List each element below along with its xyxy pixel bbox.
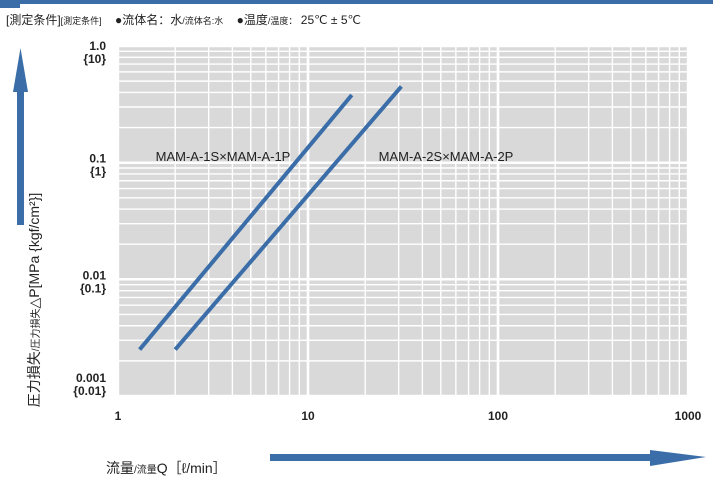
top-rule-tab	[0, 0, 20, 8]
y-tick-label: 0.01	[83, 268, 107, 282]
series-label-1: MAM-A-1S×MAM-A-1P	[156, 149, 291, 164]
fluid-value: 水	[170, 13, 183, 27]
x-tick-label: 100	[488, 409, 508, 423]
y-axis-main: 圧力損失	[26, 351, 42, 408]
x-axis-label: 流量/流量Q［ℓ/min］	[106, 458, 227, 478]
x-axis-sub: /流量	[134, 465, 157, 476]
y-tick-label: 1.0	[89, 39, 106, 53]
y-tick-sublabel: {1}	[90, 165, 106, 179]
fluid-sub: /流体名:水	[182, 16, 224, 26]
x-arrow-shaft	[270, 454, 650, 461]
fluid-label: ●流体名：	[115, 13, 171, 27]
conditions-title: [測定条件]	[6, 13, 61, 27]
y-axis-sub: /圧力損失	[31, 308, 42, 352]
label-layer: MAM-A-1S×MAM-A-1P MAM-A-2S×MAM-A-2P 1 10 100…	[73, 39, 701, 423]
x-tick-label: 1	[115, 409, 122, 423]
measurement-conditions: [測定条件][測定条件] ●流体名：水/流体名:水 ●温度/温度： 25℃ ± …	[6, 11, 361, 28]
grid	[116, 44, 690, 398]
x-tick-label: 1000	[675, 409, 702, 423]
series-line-2	[173, 85, 403, 351]
x-axis-symbol: Q［ℓ/min］	[156, 460, 227, 476]
temp-sub: /温度：	[267, 16, 298, 26]
y-tick-label: 0.001	[76, 371, 106, 385]
y-tick-sublabel: {0.1}	[80, 281, 106, 295]
series-line-1	[138, 93, 354, 351]
conditions-title-sub: [測定条件]	[60, 16, 102, 26]
arrow-layer	[13, 48, 706, 466]
y-arrow-head	[13, 48, 28, 92]
y-tick-sublabel: {0.01}	[73, 384, 106, 398]
x-axis-main: 流量	[106, 460, 134, 476]
temp-label: ●温度	[236, 13, 268, 27]
x-tick-label: 10	[301, 409, 315, 423]
series-label-2: MAM-A-2S×MAM-A-2P	[379, 149, 514, 164]
x-arrow-head	[650, 450, 706, 466]
y-axis-symbol: △P[MPa {kgf/cm²}]	[26, 192, 42, 309]
series-layer	[138, 85, 403, 351]
y-tick-sublabel: {10}	[83, 52, 106, 66]
plot-area	[118, 46, 688, 396]
y-tick-label: 0.1	[89, 152, 106, 166]
y-arrow-shaft	[17, 92, 24, 225]
top-rule	[0, 0, 713, 4]
temp-value: 25℃ ± 5℃	[300, 13, 361, 27]
